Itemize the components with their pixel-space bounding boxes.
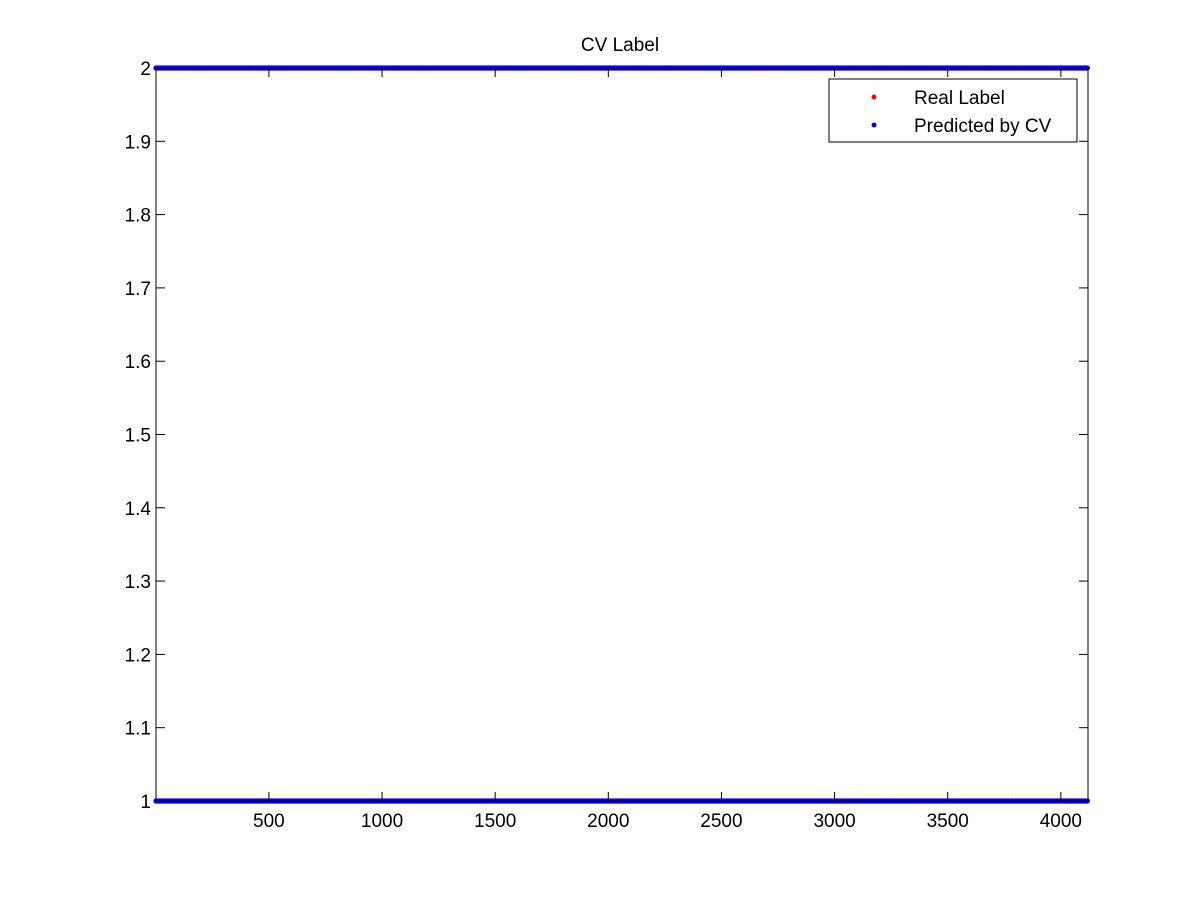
y-tick-label: 2 <box>140 59 151 80</box>
legend-box <box>828 78 1078 143</box>
legend-label-predicted-by-cv: Predicted by CV <box>914 116 1052 137</box>
x-tick-label: 2500 <box>700 811 742 832</box>
y-tick-label: 1.4 <box>125 499 152 520</box>
legend-marker-real-label <box>871 94 877 100</box>
y-axis: 1 1.1 1.2 1.3 1.4 1.5 1.6 1.7 1.8 1.9 2 <box>125 59 1088 813</box>
y-tick-label: 1.6 <box>125 352 151 373</box>
chart-title: CV Label <box>581 35 659 56</box>
y-tick-label: 1.1 <box>125 719 151 740</box>
y-tick-label: 1.5 <box>125 426 151 447</box>
x-tick-label: 2000 <box>587 811 629 832</box>
y-tick-label: 1.8 <box>125 206 151 227</box>
x-tick-label: 1500 <box>474 811 516 832</box>
x-tick-label: 3000 <box>813 811 855 832</box>
x-tick-label: 4000 <box>1040 811 1082 832</box>
y-tick-label: 1.9 <box>125 132 151 153</box>
y-tick-label: 1.2 <box>125 645 151 666</box>
x-axis: 500 1000 1500 2000 2500 3000 3500 4000 <box>253 68 1082 832</box>
x-tick-label: 3500 <box>927 811 969 832</box>
y-tick-label: 1 <box>140 792 151 813</box>
x-tick-label: 500 <box>253 811 285 832</box>
x-tick-label: 1000 <box>361 811 403 832</box>
y-tick-label: 1.3 <box>125 572 151 593</box>
legend-marker-predicted-by-cv <box>871 122 877 128</box>
legend: Real Label Predicted by CV <box>828 78 1078 143</box>
y-tick-label: 1.7 <box>125 279 151 300</box>
legend-label-real-label: Real Label <box>914 88 1005 109</box>
